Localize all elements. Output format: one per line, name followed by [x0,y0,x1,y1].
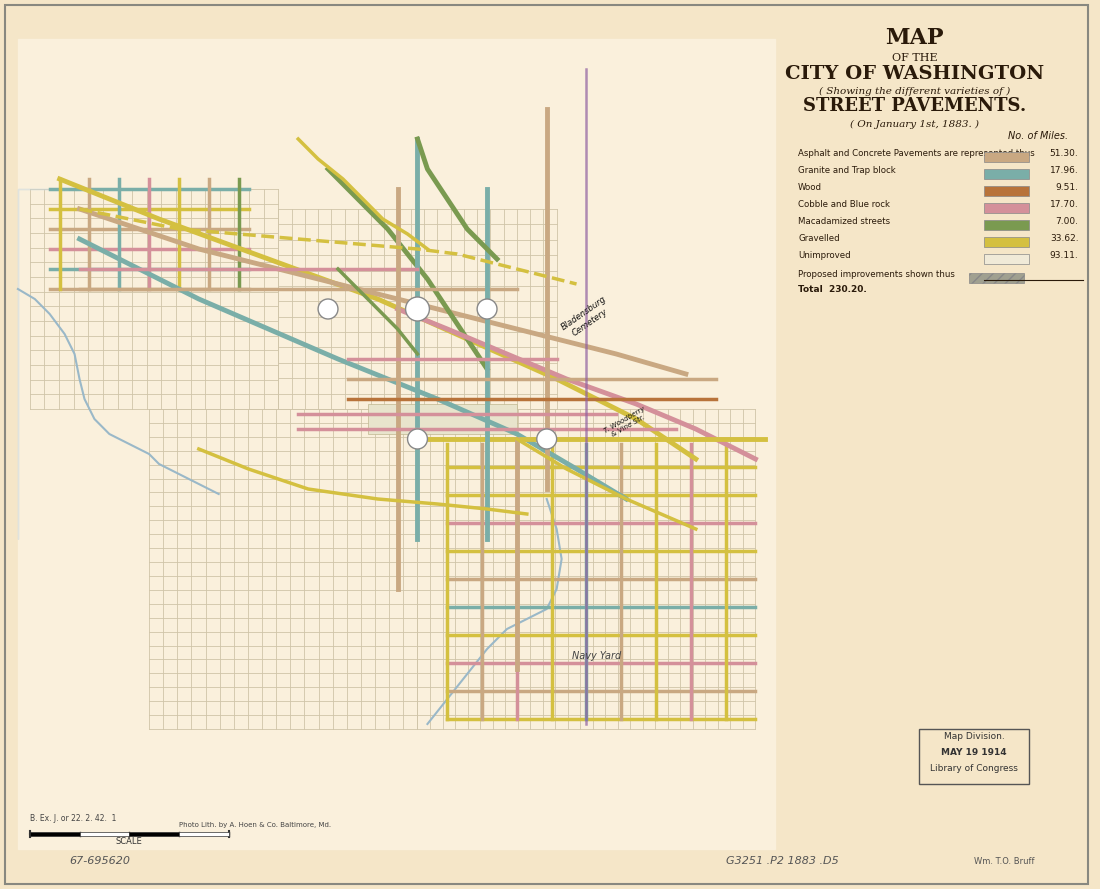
Text: Photo Lith. by A. Hoen & Co. Baltimore, Md.: Photo Lith. by A. Hoen & Co. Baltimore, … [179,822,331,828]
Bar [984,169,1028,179]
Text: 51.30.: 51.30. [1049,149,1078,158]
Text: Macadamized streets: Macadamized streets [799,217,890,226]
Text: Map Division.: Map Division. [944,732,1004,741]
Bar [367,404,517,434]
Bar [984,254,1028,264]
Text: ( Showing the different varieties of ): ( Showing the different varieties of ) [818,87,1010,96]
Text: Proposed improvements shown thus: Proposed improvements shown thus [799,270,955,279]
Bar [30,832,79,836]
Text: 17.70.: 17.70. [1049,200,1078,209]
Text: 33.62.: 33.62. [1049,234,1078,243]
Text: Unimproved: Unimproved [799,251,850,260]
Text: 9.51.: 9.51. [1056,183,1078,192]
Circle shape [407,429,428,449]
Text: T. Woodberry
& Vine Str.: T. Woodberry & Vine Str. [603,405,650,440]
Text: 67-695620: 67-695620 [69,856,131,866]
Text: ( On January 1st, 1883. ): ( On January 1st, 1883. ) [850,120,979,129]
Bar [129,832,179,836]
Text: Wm. T.O. Bruff: Wm. T.O. Bruff [975,857,1035,866]
Bar [79,832,129,836]
Text: CITY OF WASHINGTON: CITY OF WASHINGTON [785,65,1044,83]
Text: Bladensburg
Cemetery: Bladensburg Cemetery [559,295,614,341]
Text: 93.11.: 93.11. [1049,251,1078,260]
Text: MAY 19 1914: MAY 19 1914 [942,748,1007,757]
Text: OF THE: OF THE [892,53,937,63]
Text: 7.00.: 7.00. [1056,217,1078,226]
Text: STREET PAVEMENTS.: STREET PAVEMENTS. [803,97,1026,115]
Circle shape [318,299,338,319]
Bar [18,39,776,849]
Bar [984,237,1028,247]
Text: Granite and Trap block: Granite and Trap block [799,166,896,175]
Text: MAP: MAP [886,27,944,49]
Bar [984,203,1028,213]
Circle shape [537,429,557,449]
Text: Asphalt and Concrete Pavements are represented thus: Asphalt and Concrete Pavements are repre… [799,149,1035,158]
Polygon shape [18,189,59,539]
Text: B. Ex. J. or 22. 2. 42.  1: B. Ex. J. or 22. 2. 42. 1 [30,814,117,823]
Text: Cobble and Blue rock: Cobble and Blue rock [799,200,890,209]
Circle shape [477,299,497,319]
Text: SCALE: SCALE [116,837,143,846]
Circle shape [406,297,429,321]
Text: Wood: Wood [799,183,822,192]
Text: No. of Miles.: No. of Miles. [1009,131,1068,141]
Bar [179,832,229,836]
Bar [795,29,1084,329]
Text: Library of Congress: Library of Congress [931,764,1019,773]
Bar [984,186,1028,196]
Bar [920,729,1028,784]
Text: 17.96.: 17.96. [1049,166,1078,175]
Bar [969,273,1024,283]
Text: Navy Yard: Navy Yard [572,651,621,661]
Text: Gravelled: Gravelled [799,234,839,243]
Bar [984,220,1028,230]
Text: G3251 .P2 1883 .D5: G3251 .P2 1883 .D5 [726,856,838,866]
Text: Total  230.20.: Total 230.20. [799,285,867,294]
Bar [984,152,1028,162]
